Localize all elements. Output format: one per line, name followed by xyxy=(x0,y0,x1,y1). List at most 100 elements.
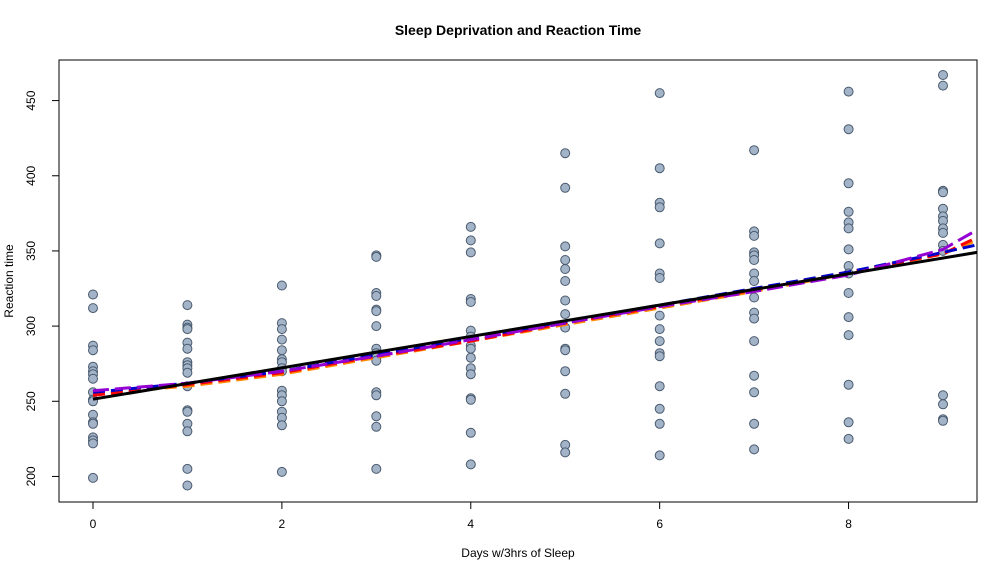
scatter-point xyxy=(654,202,665,213)
x-axis: 0 2 4 6 8 xyxy=(90,501,852,531)
x-tick-label: 4 xyxy=(467,517,474,531)
scatter-point xyxy=(182,406,193,417)
scatter-point xyxy=(938,227,948,238)
scatter-point xyxy=(749,313,760,324)
scatter-point xyxy=(276,334,287,345)
scatter-point xyxy=(465,394,476,405)
scatter-point xyxy=(371,321,382,332)
scatter-point xyxy=(654,381,665,392)
scatter-point xyxy=(371,251,382,262)
scatter-point xyxy=(654,336,665,347)
scatter-point xyxy=(749,230,760,241)
scatter-point xyxy=(843,312,854,323)
scatter-point xyxy=(938,390,948,401)
scatter-point xyxy=(560,241,571,252)
scatter-point xyxy=(938,70,948,80)
scatter-point xyxy=(749,336,760,347)
scatter-point xyxy=(749,255,760,265)
trend-line xyxy=(92,250,977,401)
scatter-point xyxy=(749,276,760,286)
scatter-point xyxy=(749,444,760,455)
scatter-point xyxy=(182,480,193,491)
y-tick-label: 450 xyxy=(24,90,38,110)
scatter-point xyxy=(938,80,948,91)
scatter-point xyxy=(843,417,854,428)
y-axis-label: Reaction time xyxy=(2,244,16,318)
scatter-point xyxy=(938,399,948,410)
trend-lines xyxy=(92,228,977,401)
scatter-point xyxy=(371,421,382,432)
y-axis: 200 250 300 350 400 450 xyxy=(24,90,60,486)
scatter-point xyxy=(371,291,382,301)
scatter-point xyxy=(843,223,854,234)
scatter-point xyxy=(654,324,665,335)
scatter-point xyxy=(560,295,571,306)
scatter-point xyxy=(560,182,571,193)
scatter-point xyxy=(276,345,287,356)
scatter-point xyxy=(182,324,193,335)
scatter-point xyxy=(182,463,193,474)
scatter-point xyxy=(465,221,476,232)
scatter-point xyxy=(749,370,760,381)
scatter-point xyxy=(465,369,476,380)
scatter-point xyxy=(843,433,854,444)
scatter-point xyxy=(654,403,665,414)
scatter-point xyxy=(749,387,760,398)
scatter-point xyxy=(88,289,98,300)
scatter-point xyxy=(843,330,854,341)
scatter-point xyxy=(654,163,665,174)
scatter-point xyxy=(371,306,382,317)
scatter-point xyxy=(938,187,948,198)
scatter-point xyxy=(276,280,287,291)
scatter-point xyxy=(560,388,571,399)
scatter-point xyxy=(843,178,854,189)
scatter-point xyxy=(843,124,854,135)
scatter-point xyxy=(182,300,193,311)
scatter-point xyxy=(654,238,665,249)
scatter-point xyxy=(88,438,98,449)
plot-frame xyxy=(58,59,978,503)
scatter-point xyxy=(371,355,382,366)
scatter-point xyxy=(843,379,854,390)
scatter-point xyxy=(182,343,193,354)
x-tick-label: 0 xyxy=(90,517,97,531)
y-tick-label: 350 xyxy=(24,241,38,261)
x-tick-label: 6 xyxy=(656,517,663,531)
scatter-point xyxy=(654,88,665,99)
scatter-point xyxy=(182,367,193,378)
scatter-point xyxy=(654,310,665,321)
scatter-point xyxy=(560,345,571,356)
scatter-point xyxy=(560,309,571,320)
scatter-point xyxy=(276,324,287,335)
scatter-point xyxy=(654,273,665,283)
y-tick-label: 200 xyxy=(24,466,38,486)
scatter-point xyxy=(465,352,476,363)
scatter-point xyxy=(88,303,98,314)
y-tick-label: 250 xyxy=(24,391,38,411)
y-tick-label: 300 xyxy=(24,316,38,336)
scatter-point xyxy=(560,447,571,458)
scatter-point xyxy=(465,235,476,246)
scatter-point xyxy=(843,244,854,255)
scatter-point xyxy=(560,366,571,377)
x-axis-label: Days w/3hrs of Sleep xyxy=(461,546,575,560)
scatter-point xyxy=(465,247,476,258)
scatter-point xyxy=(560,264,571,274)
scatter-point xyxy=(465,459,476,470)
scatter-point xyxy=(843,86,854,97)
scatter-point xyxy=(749,145,760,156)
scatter-point xyxy=(371,463,382,474)
scatter-point xyxy=(560,255,571,265)
scatter-point xyxy=(276,420,287,431)
scatter-point xyxy=(88,472,98,483)
scatter-point xyxy=(276,466,287,477)
y-tick-label: 400 xyxy=(24,165,38,185)
scatter-point xyxy=(182,426,193,437)
scatter-point xyxy=(465,297,476,307)
scatter-point xyxy=(749,292,760,303)
plot-area xyxy=(58,59,978,503)
scatter-point xyxy=(88,345,98,356)
scatter-point xyxy=(371,411,382,422)
scatter-point xyxy=(654,450,665,461)
